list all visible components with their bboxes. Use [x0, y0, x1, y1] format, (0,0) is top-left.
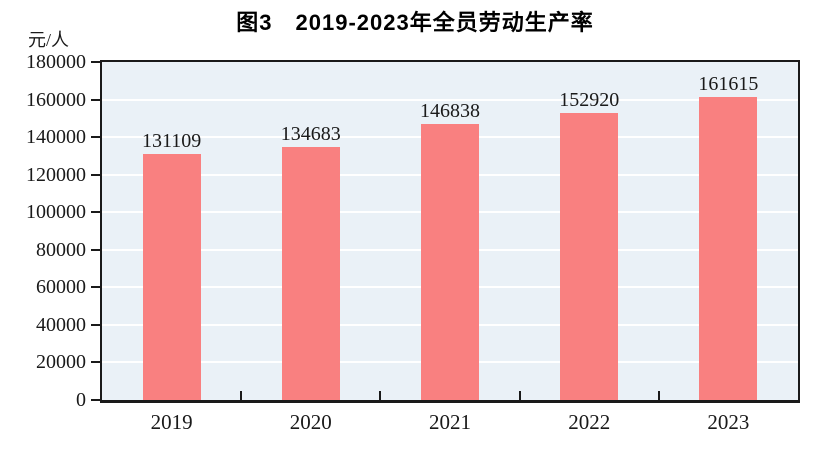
bar-value-label: 152920 — [559, 88, 620, 111]
gridline — [102, 98, 798, 101]
y-tick-label: 60000 — [36, 276, 86, 299]
y-tick-label: 80000 — [36, 238, 86, 261]
x-tick-label: 2023 — [707, 410, 750, 434]
y-tick-label: 20000 — [36, 351, 86, 374]
y-tick-label: 180000 — [26, 51, 86, 73]
bar — [281, 147, 340, 400]
y-tick-label: 160000 — [26, 88, 86, 111]
bar-value-label: 161615 — [698, 72, 759, 95]
plot-area: 131109 134683 146838 152920 161615 — [100, 60, 800, 403]
bar-value-label: 134683 — [280, 123, 341, 146]
y-tick-mark — [91, 399, 100, 401]
bar-value-label: 146838 — [420, 100, 480, 123]
y-tick-mark — [91, 323, 100, 326]
y-tick-mark — [91, 173, 100, 176]
x-tick-label: 2019 — [150, 410, 193, 434]
x-inner-tick — [379, 391, 382, 400]
y-tick-label: 0 — [76, 389, 86, 411]
x-tick-label: 2020 — [289, 410, 332, 434]
y-tick-label: 140000 — [26, 126, 86, 149]
bar — [421, 124, 479, 400]
y-tick-mark — [91, 286, 100, 289]
x-inner-tick — [518, 391, 521, 400]
bar-value-label: 131109 — [141, 129, 202, 152]
chart-title: 图3 2019-2023年全员劳动生产率 — [236, 10, 594, 35]
bar — [699, 96, 758, 400]
x-tick-label: 2022 — [568, 410, 611, 434]
y-tick-mark — [91, 248, 100, 251]
bar — [142, 153, 201, 400]
y-tick-mark — [91, 136, 100, 139]
y-tick-mark — [91, 361, 100, 364]
bar — [560, 112, 619, 400]
y-tick-label: 120000 — [26, 163, 86, 186]
y-tick-mark — [91, 211, 100, 214]
y-axis-unit-label: 元/人 — [28, 30, 70, 50]
y-tick-label: 40000 — [36, 313, 86, 336]
x-inner-tick — [657, 391, 660, 400]
y-tick-label: 100000 — [26, 201, 86, 224]
x-inner-tick — [240, 391, 243, 400]
y-tick-mark — [91, 61, 100, 63]
y-tick-mark — [91, 98, 100, 101]
x-tick-label: 2021 — [429, 410, 471, 434]
